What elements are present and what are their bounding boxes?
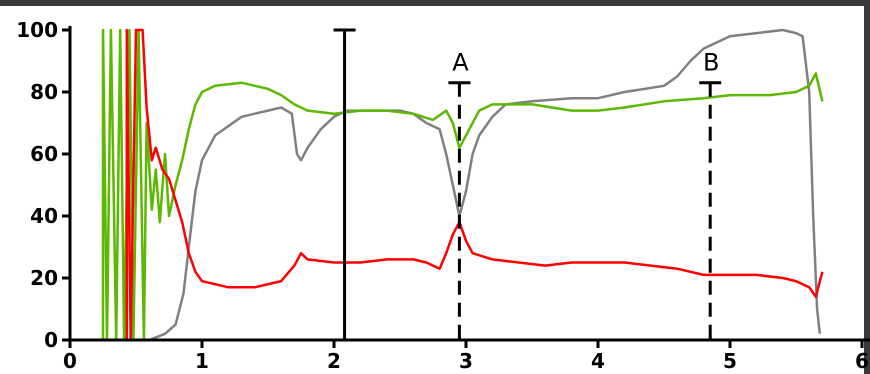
y-tick-label: 40 — [30, 204, 58, 228]
y-tick-label: 60 — [30, 142, 58, 166]
series-line-3 — [125, 28, 824, 342]
x-tick-label: 4 — [591, 349, 605, 373]
x-tick-label: 3 — [459, 349, 473, 373]
series-line-1 — [70, 28, 822, 342]
y-tick-label: 100 — [16, 18, 58, 42]
x-tick-label: 5 — [723, 349, 737, 373]
x-tick-label: 0 — [63, 349, 77, 373]
x-tick-label: 6 — [855, 349, 869, 373]
marker-label-2: A — [452, 49, 469, 77]
series-line-2 — [101, 28, 824, 342]
axis-layer: 0 20 40 60 80 100 0 1 2 3 4 5 6 — [16, 18, 870, 373]
series-layer — [70, 28, 824, 342]
x-tick-label: 1 — [195, 349, 209, 373]
y-tick-label: 0 — [44, 328, 58, 352]
x-tick-label: 2 — [327, 349, 341, 373]
plot-frame-top — [0, 0, 870, 6]
marker-label-3: B — [703, 49, 719, 77]
plot-frame-right — [864, 0, 870, 374]
y-tick-label: 80 — [30, 80, 58, 104]
y-tick-label: 20 — [30, 266, 58, 290]
